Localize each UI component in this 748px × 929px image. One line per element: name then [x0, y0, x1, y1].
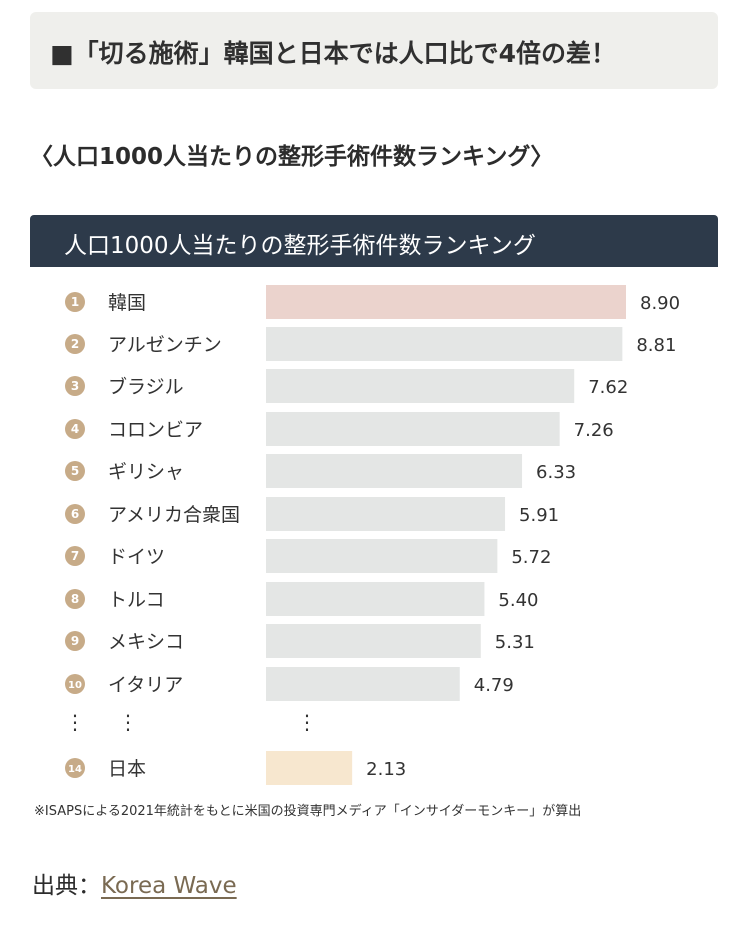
bar [266, 582, 485, 616]
value-label: 7.26 [574, 420, 614, 441]
bar [266, 751, 353, 785]
country-label: ドイツ [108, 546, 165, 568]
section-heading: 〈人口1000人当たりの整形手術件数ランキング〉 [30, 144, 554, 170]
source-note: ※ISAPSによる2021年統計をもとに米国の投資専門メディア「インサイダーモン… [34, 804, 582, 819]
country-label: 韓国 [108, 292, 146, 314]
rank-number: 1 [71, 295, 79, 309]
source-line: 出典：Korea Wave [32, 866, 237, 900]
country-label: トルコ [108, 589, 165, 611]
country-label: 日本 [108, 758, 146, 780]
bar [266, 454, 523, 488]
value-label: 7.62 [588, 377, 628, 398]
rank-badge [65, 758, 85, 778]
value-label: 2.13 [366, 759, 406, 780]
country-label: イタリア [108, 674, 183, 696]
rank-badge [65, 674, 85, 694]
rank-number: 5 [71, 464, 79, 478]
value-label: 4.79 [474, 675, 514, 696]
value-label: 5.72 [511, 547, 551, 568]
rank-badge [65, 589, 85, 609]
rank-badge [65, 631, 85, 651]
country-label: アメリカ合衆国 [108, 504, 240, 526]
rank-number: 4 [71, 422, 79, 436]
bar [266, 624, 481, 658]
source-label: 出典： [32, 873, 101, 899]
bar [266, 497, 506, 531]
rank-badge [65, 419, 85, 439]
rank-badge [65, 292, 85, 312]
headline-box: ■「切る施術」韓国と日本では人口比で4倍の差！ [30, 12, 718, 89]
rank-number: 3 [71, 379, 79, 393]
rank-badge [65, 504, 85, 524]
country-label: ブラジル [108, 375, 184, 398]
bar [266, 539, 498, 573]
value-label: 6.33 [536, 462, 576, 483]
bar [266, 327, 623, 361]
value-label: 5.31 [495, 632, 535, 653]
bar [266, 667, 460, 701]
rank-number: 10 [68, 680, 82, 691]
rank-number: 2 [71, 337, 79, 351]
headline: ■「切る施術」韓国と日本では人口比で4倍の差！ [50, 39, 617, 68]
chart-title: 人口1000人当たりの整形手術件数ランキング [64, 233, 536, 259]
country-label: ギリシャ [108, 461, 184, 483]
rank-badge [65, 376, 85, 396]
value-label: 5.91 [519, 505, 559, 526]
bar [266, 412, 560, 446]
rank-badge [65, 334, 85, 354]
source-link[interactable]: Korea Wave [101, 873, 237, 899]
country-label: アルゼンチン [108, 334, 222, 356]
rank-number: 8 [71, 592, 79, 606]
value-label: 8.81 [636, 335, 676, 356]
rank-number: 6 [71, 507, 79, 521]
rank-number: 9 [71, 634, 79, 648]
rank-number: 14 [68, 764, 82, 775]
ellipsis-mark: ⋮ [65, 710, 85, 734]
value-label: 8.90 [640, 293, 680, 314]
value-label: 5.40 [498, 590, 538, 611]
ellipsis-mark: ⋮ [118, 710, 138, 734]
chart-header: 人口1000人当たりの整形手術件数ランキング [30, 215, 718, 267]
country-label: コロンビア [108, 419, 203, 441]
bar [266, 285, 626, 319]
rank-number: 7 [71, 549, 79, 563]
rank-badge [65, 461, 85, 481]
bar [266, 369, 575, 403]
ellipsis-mark: ⋮ [297, 710, 317, 734]
rank-badge [65, 546, 85, 566]
country-label: メキシコ [108, 631, 184, 653]
